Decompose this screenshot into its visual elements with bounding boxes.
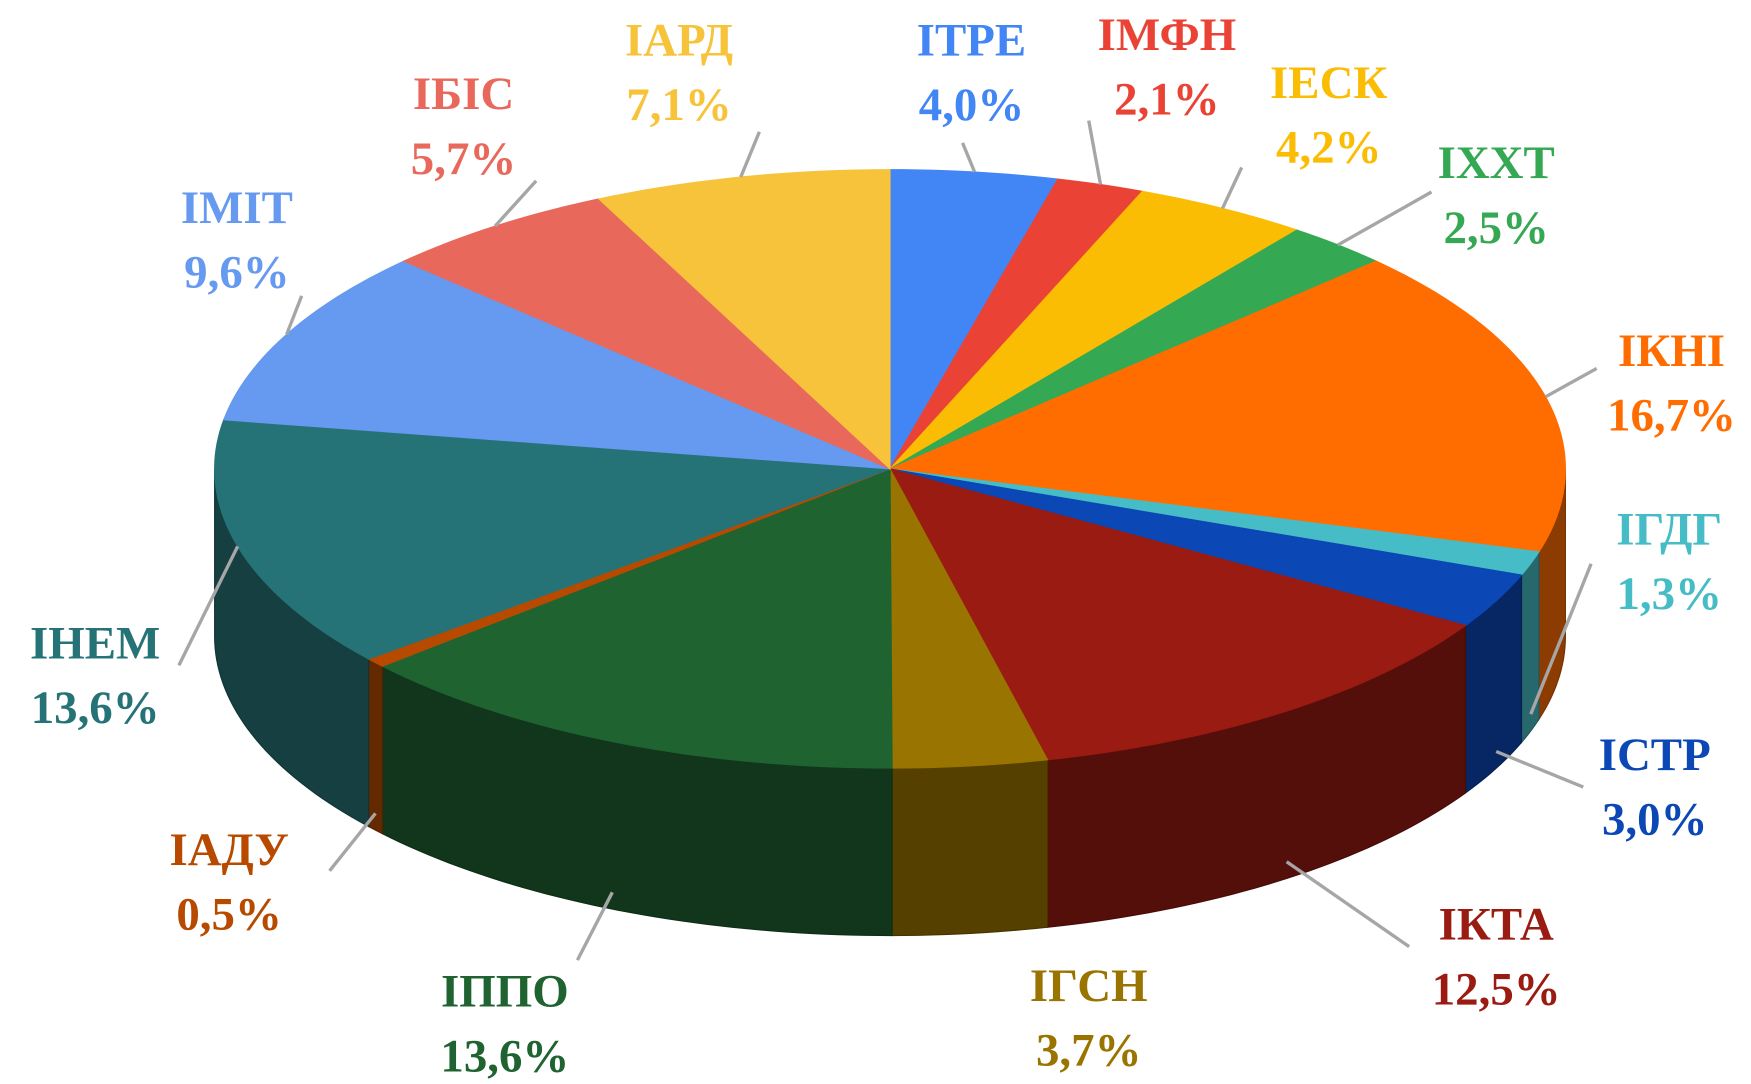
pie-slice [380,468,893,769]
leader-line [285,295,304,336]
slice-value: 3,0% [1602,794,1707,846]
slice-value: 4,0% [919,79,1024,131]
slice-value: 13,6% [440,1030,569,1082]
slice-value: 0,5% [176,889,281,941]
slice-value: 5,7% [411,133,516,185]
slice-value: 9,6% [184,247,289,299]
slice-value: 3,7% [1036,1025,1141,1077]
pie-side [891,759,1049,937]
leader-line [177,545,240,667]
slice-value: 1,3% [1617,568,1722,620]
slice-name: ІНЕМ [30,617,160,669]
pie-slice [889,468,1540,576]
leader-line [575,891,614,961]
slice-value: 7,1% [626,79,731,131]
pie-side [368,658,383,835]
pie-slice [889,178,1144,470]
leader-line [1220,166,1244,210]
slice-name: ІГДГ [1616,503,1722,555]
pie-slice [214,419,891,660]
slice-name: ІППО [441,966,569,1018]
slice-name: ІКНІ [1618,325,1725,377]
slice-value: 2,5% [1443,202,1548,254]
pie-slice [887,260,1566,553]
leader-line [1285,860,1411,949]
pie-slice [402,198,891,470]
slice-value: 16,7% [1607,390,1736,442]
slice-name: ІАДУ [169,824,288,876]
slice-name: ІМФН [1098,9,1237,61]
slice-name: ІБІС [413,68,514,120]
slice-name: ІАРД [625,14,733,66]
leader-line [493,179,538,228]
pie-slice [889,169,1059,471]
leader-line [961,142,977,173]
pie-slice [889,468,1049,769]
leader-line [1087,120,1103,185]
slice-name: ІКТА [1439,899,1554,951]
slice-name: ІСТР [1599,729,1711,781]
slice-value: 2,1% [1114,74,1219,126]
slice-value: 12,5% [1432,963,1561,1015]
slice-name: ІТРЕ [917,14,1026,66]
leader-line [328,812,377,872]
slice-name: ІГСН [1030,960,1148,1012]
slice-value: 4,2% [1276,122,1381,174]
slice-name: ІХХТ [1438,137,1555,189]
leader-line [739,131,761,178]
leader-line [1544,366,1598,399]
pie-slice [889,468,1523,627]
pie-slice [888,467,1467,761]
leader-line [1495,749,1584,789]
slice-value: 13,6% [31,682,160,734]
pie-slice [597,169,891,471]
slice-name: ІМІТ [181,182,293,234]
slice-name: ІЕСК [1270,57,1387,109]
leader-line [1337,190,1433,247]
leader-line [1529,563,1593,715]
